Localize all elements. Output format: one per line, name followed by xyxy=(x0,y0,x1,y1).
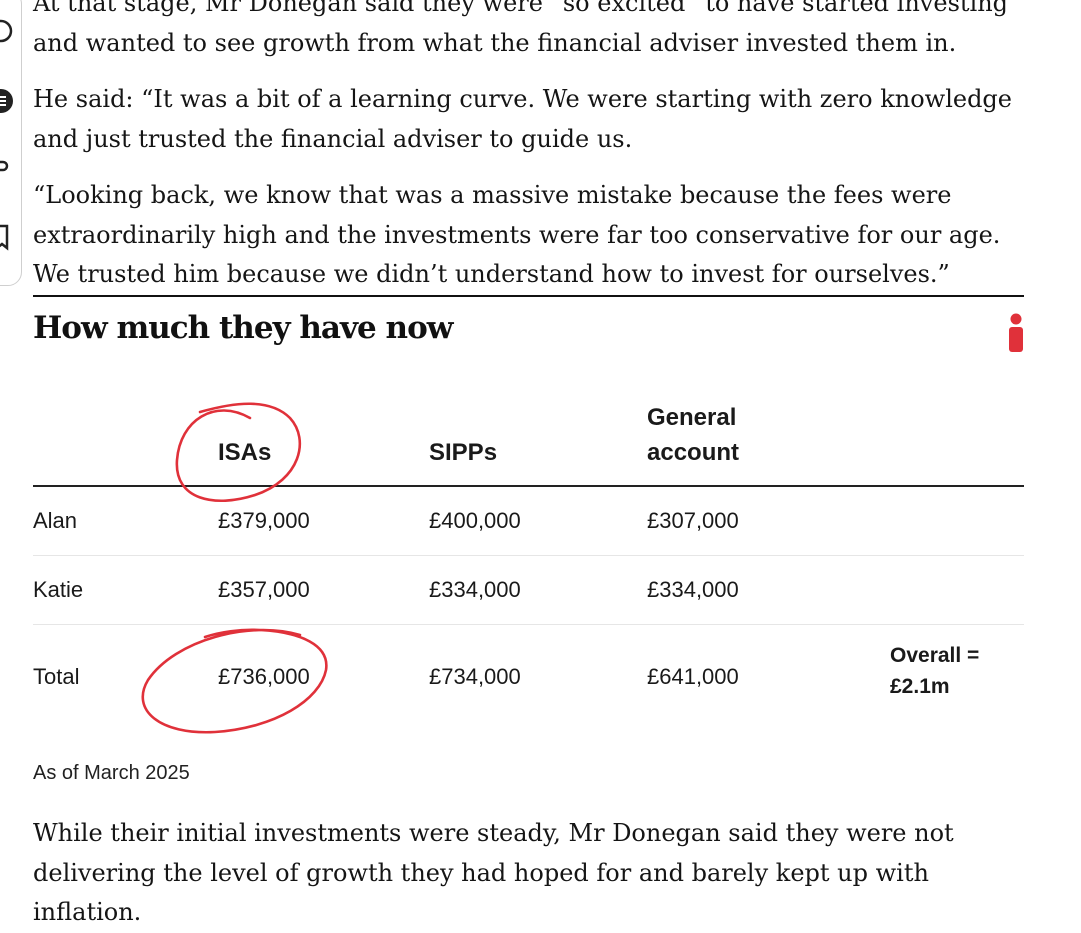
cell-extra xyxy=(890,555,1024,625)
table-header-row: ISAs SIPPs General account xyxy=(33,395,1024,487)
bookmark-icon[interactable] xyxy=(0,213,21,263)
table-row-total: Total £736,000 £734,000 £641,000 Overall… xyxy=(33,625,1024,730)
cell-overall: Overall = £2.1m xyxy=(890,625,1024,730)
paragraph-line: While their initial investments were ste… xyxy=(33,819,954,847)
paragraph-line: We trusted him because we didn’t underst… xyxy=(33,260,950,288)
paragraph-line: and wanted to see growth from what the f… xyxy=(33,28,957,57)
article-paragraph: While their initial investments were ste… xyxy=(33,814,1033,933)
article-paragraph: “Looking back, we know that was a massiv… xyxy=(33,176,1033,295)
article-paragraph: He said: “It was a bit of a learning cur… xyxy=(33,80,1033,159)
paragraph-line: He said: “It was a bit of a learning cur… xyxy=(33,85,1012,113)
cell-name: Total xyxy=(33,664,80,689)
header-general-line1: General xyxy=(647,404,737,431)
header-sipps: SIPPs xyxy=(429,395,647,487)
table-row: Alan £379,000 £400,000 £307,000 xyxy=(33,486,1024,556)
paragraph-line: inflation. xyxy=(33,898,142,926)
cell-sipps: £400,000 xyxy=(429,486,647,556)
cell-name: Katie xyxy=(33,555,218,625)
header-name xyxy=(33,395,218,487)
cell-general: £334,000 xyxy=(647,555,890,625)
table-title: How much they have now xyxy=(33,310,453,346)
cell-extra xyxy=(890,486,1024,556)
table-footnote: As of March 2025 xyxy=(33,762,190,784)
overall-value: £2.1m xyxy=(890,675,950,698)
cell-general: £307,000 xyxy=(647,486,890,556)
overall-total: Overall = £2.1m xyxy=(890,640,1024,702)
comment-icon[interactable] xyxy=(0,9,21,59)
info-icon[interactable] xyxy=(1006,313,1026,353)
header-general-line2: account xyxy=(647,439,740,466)
holdings-table: ISAs SIPPs General account Alan £379,000… xyxy=(33,395,1024,729)
header-extra xyxy=(890,395,1024,487)
cell-isas: £357,000 xyxy=(218,555,429,625)
paragraph-line: At that stage, Mr Donegan said they were… xyxy=(33,0,1009,17)
paragraph-line: extraordinarily high and the investments… xyxy=(33,220,1001,249)
table-row: Katie £357,000 £334,000 £334,000 xyxy=(33,555,1024,625)
article-action-rail xyxy=(0,0,22,286)
header-isas: ISAs xyxy=(218,395,429,487)
article-paragraph: At that stage, Mr Donegan said they were… xyxy=(33,0,1033,63)
cell-isas: £379,000 xyxy=(218,486,429,556)
paragraph-line: and just trusted the financial adviser t… xyxy=(33,124,633,153)
header-general-account: General account xyxy=(647,395,890,487)
cell-isas: £736,000 xyxy=(218,664,310,689)
paragraph-line: “Looking back, we know that was a massiv… xyxy=(33,181,952,209)
cell-sipps: £734,000 xyxy=(429,664,521,689)
share-icon[interactable] xyxy=(0,77,21,127)
link-icon[interactable] xyxy=(0,141,21,191)
overall-label: Overall = xyxy=(890,644,980,667)
cell-general: £641,000 xyxy=(647,664,739,689)
cell-sipps: £334,000 xyxy=(429,555,647,625)
section-divider xyxy=(33,295,1024,297)
paragraph-line: delivering the level of growth they had … xyxy=(33,858,929,887)
cell-name: Alan xyxy=(33,486,218,556)
